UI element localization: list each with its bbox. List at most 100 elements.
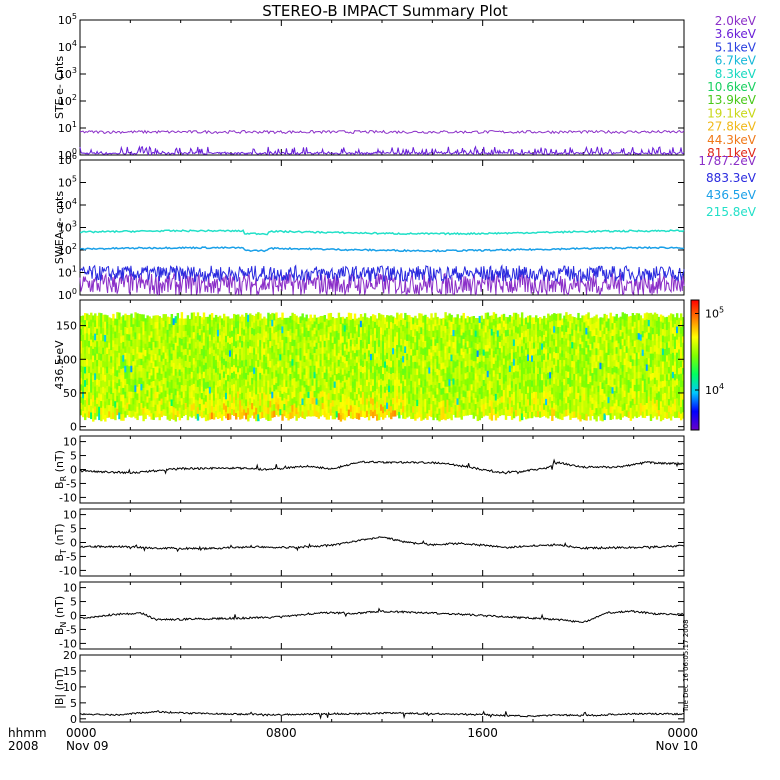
heatmap-cell xyxy=(625,365,629,373)
heatmap-cell xyxy=(522,349,526,356)
heatmap-cell xyxy=(593,380,596,388)
heatmap-cell xyxy=(160,373,163,381)
heatmap-cell xyxy=(512,358,516,366)
heatmap-cell xyxy=(283,403,286,411)
heatmap-cell xyxy=(404,405,407,413)
heatmap-cell xyxy=(156,385,159,392)
heatmap-cell xyxy=(533,391,536,398)
colorbar xyxy=(690,299,700,431)
heatmap-cell xyxy=(233,326,236,334)
heatmap-cell xyxy=(621,371,624,379)
heatmap-cell xyxy=(563,315,566,323)
heatmap-cell xyxy=(611,393,614,401)
pitch-ytick-label: 50 xyxy=(63,387,77,400)
heatmap-cell xyxy=(228,387,232,395)
heatmap-cell xyxy=(575,317,578,325)
heatmap-cell xyxy=(337,392,341,400)
heatmap-cell xyxy=(106,334,109,342)
heatmap-cell xyxy=(428,391,431,398)
heatmap-cell xyxy=(255,387,258,395)
heatmap-cell xyxy=(653,403,657,411)
heatmap-cell xyxy=(148,397,151,405)
heatmap-cell xyxy=(265,394,268,401)
heatmap-cell xyxy=(464,391,467,398)
heatmap-cell xyxy=(575,355,578,362)
heatmap-cell xyxy=(160,398,163,405)
heatmap-cell xyxy=(323,365,327,373)
heatmap-cell xyxy=(504,393,508,401)
heatmap-cell xyxy=(218,366,222,374)
heatmap-cell xyxy=(176,384,180,392)
heatmap-cell xyxy=(188,403,192,411)
heatmap-cell xyxy=(275,401,278,409)
heatmap-cell xyxy=(645,331,649,339)
heatmap-cell xyxy=(623,364,627,372)
heatmap-cell xyxy=(623,351,627,359)
heatmap-cell xyxy=(458,367,461,375)
heatmap-cell xyxy=(496,336,500,343)
heatmap-cell xyxy=(146,327,149,335)
heatmap-cell xyxy=(671,409,675,417)
heatmap-cell xyxy=(522,410,526,418)
heatmap-cell xyxy=(589,317,592,325)
heatmap-cell xyxy=(305,346,308,354)
heatmap-cell xyxy=(82,359,85,367)
heatmap-cell xyxy=(669,353,673,361)
heatmap-cell xyxy=(462,325,465,333)
heatmap-cell xyxy=(299,316,302,323)
heatmap-cell xyxy=(611,406,614,413)
heatmap-cell xyxy=(474,354,478,362)
heatmap-cell xyxy=(102,406,105,413)
heatmap-cell xyxy=(255,313,258,321)
heatmap-cell xyxy=(508,365,512,372)
heatmap-cell xyxy=(349,365,353,373)
heatmap-cell xyxy=(251,327,254,335)
heatmap-cell xyxy=(180,345,184,353)
heatmap-cell xyxy=(373,327,377,335)
heatmap-cell xyxy=(637,410,641,417)
heatmap-cell xyxy=(504,368,508,376)
heatmap-cell xyxy=(134,365,137,373)
heatmap-cell xyxy=(299,372,302,380)
heatmap-cell xyxy=(573,411,576,418)
heatmap-cell xyxy=(90,412,93,420)
heatmap-cell xyxy=(152,406,155,414)
heatmap-cell xyxy=(305,365,308,373)
heatmap-cell xyxy=(261,324,264,332)
heatmap-cell xyxy=(222,364,226,372)
heatmap-cell xyxy=(116,363,119,371)
heatmap-cell xyxy=(406,315,409,322)
heatmap-cell xyxy=(367,413,371,421)
heatmap-cell xyxy=(621,345,624,352)
heatmap-cell xyxy=(498,335,502,342)
heatmap-cell xyxy=(373,378,377,385)
heatmap-cell xyxy=(619,406,622,414)
heatmap-cell xyxy=(468,329,471,336)
heatmap-cell xyxy=(287,324,290,331)
heatmap-cell xyxy=(559,379,562,387)
heatmap-cell xyxy=(494,313,498,321)
heatmap-cell xyxy=(424,411,427,419)
heatmap-cell xyxy=(655,373,659,381)
heatmap-cell xyxy=(216,374,220,381)
heatmap-cell xyxy=(422,315,425,323)
heatmap-cell xyxy=(327,346,331,354)
heatmap-cell xyxy=(679,313,683,321)
heatmap-cell xyxy=(518,388,522,396)
heatmap-cell xyxy=(559,405,562,413)
heatmap-cell xyxy=(339,401,343,409)
heatmap-cell xyxy=(174,329,178,337)
heatmap-cell xyxy=(573,323,576,330)
heatmap-cell xyxy=(396,395,399,403)
heatmap-cell xyxy=(134,378,137,386)
heatmap-cell xyxy=(661,354,665,362)
heatmap-cell xyxy=(486,389,490,397)
heatmap-cell xyxy=(571,341,574,349)
heatmap-cell xyxy=(605,314,608,322)
heatmap-cell xyxy=(615,327,618,335)
heatmap-cell xyxy=(261,386,264,394)
heatmap-cell xyxy=(601,349,604,357)
heatmap-cell xyxy=(575,386,578,393)
heatmap-cell xyxy=(510,400,514,407)
heatmap-cell xyxy=(675,365,679,373)
